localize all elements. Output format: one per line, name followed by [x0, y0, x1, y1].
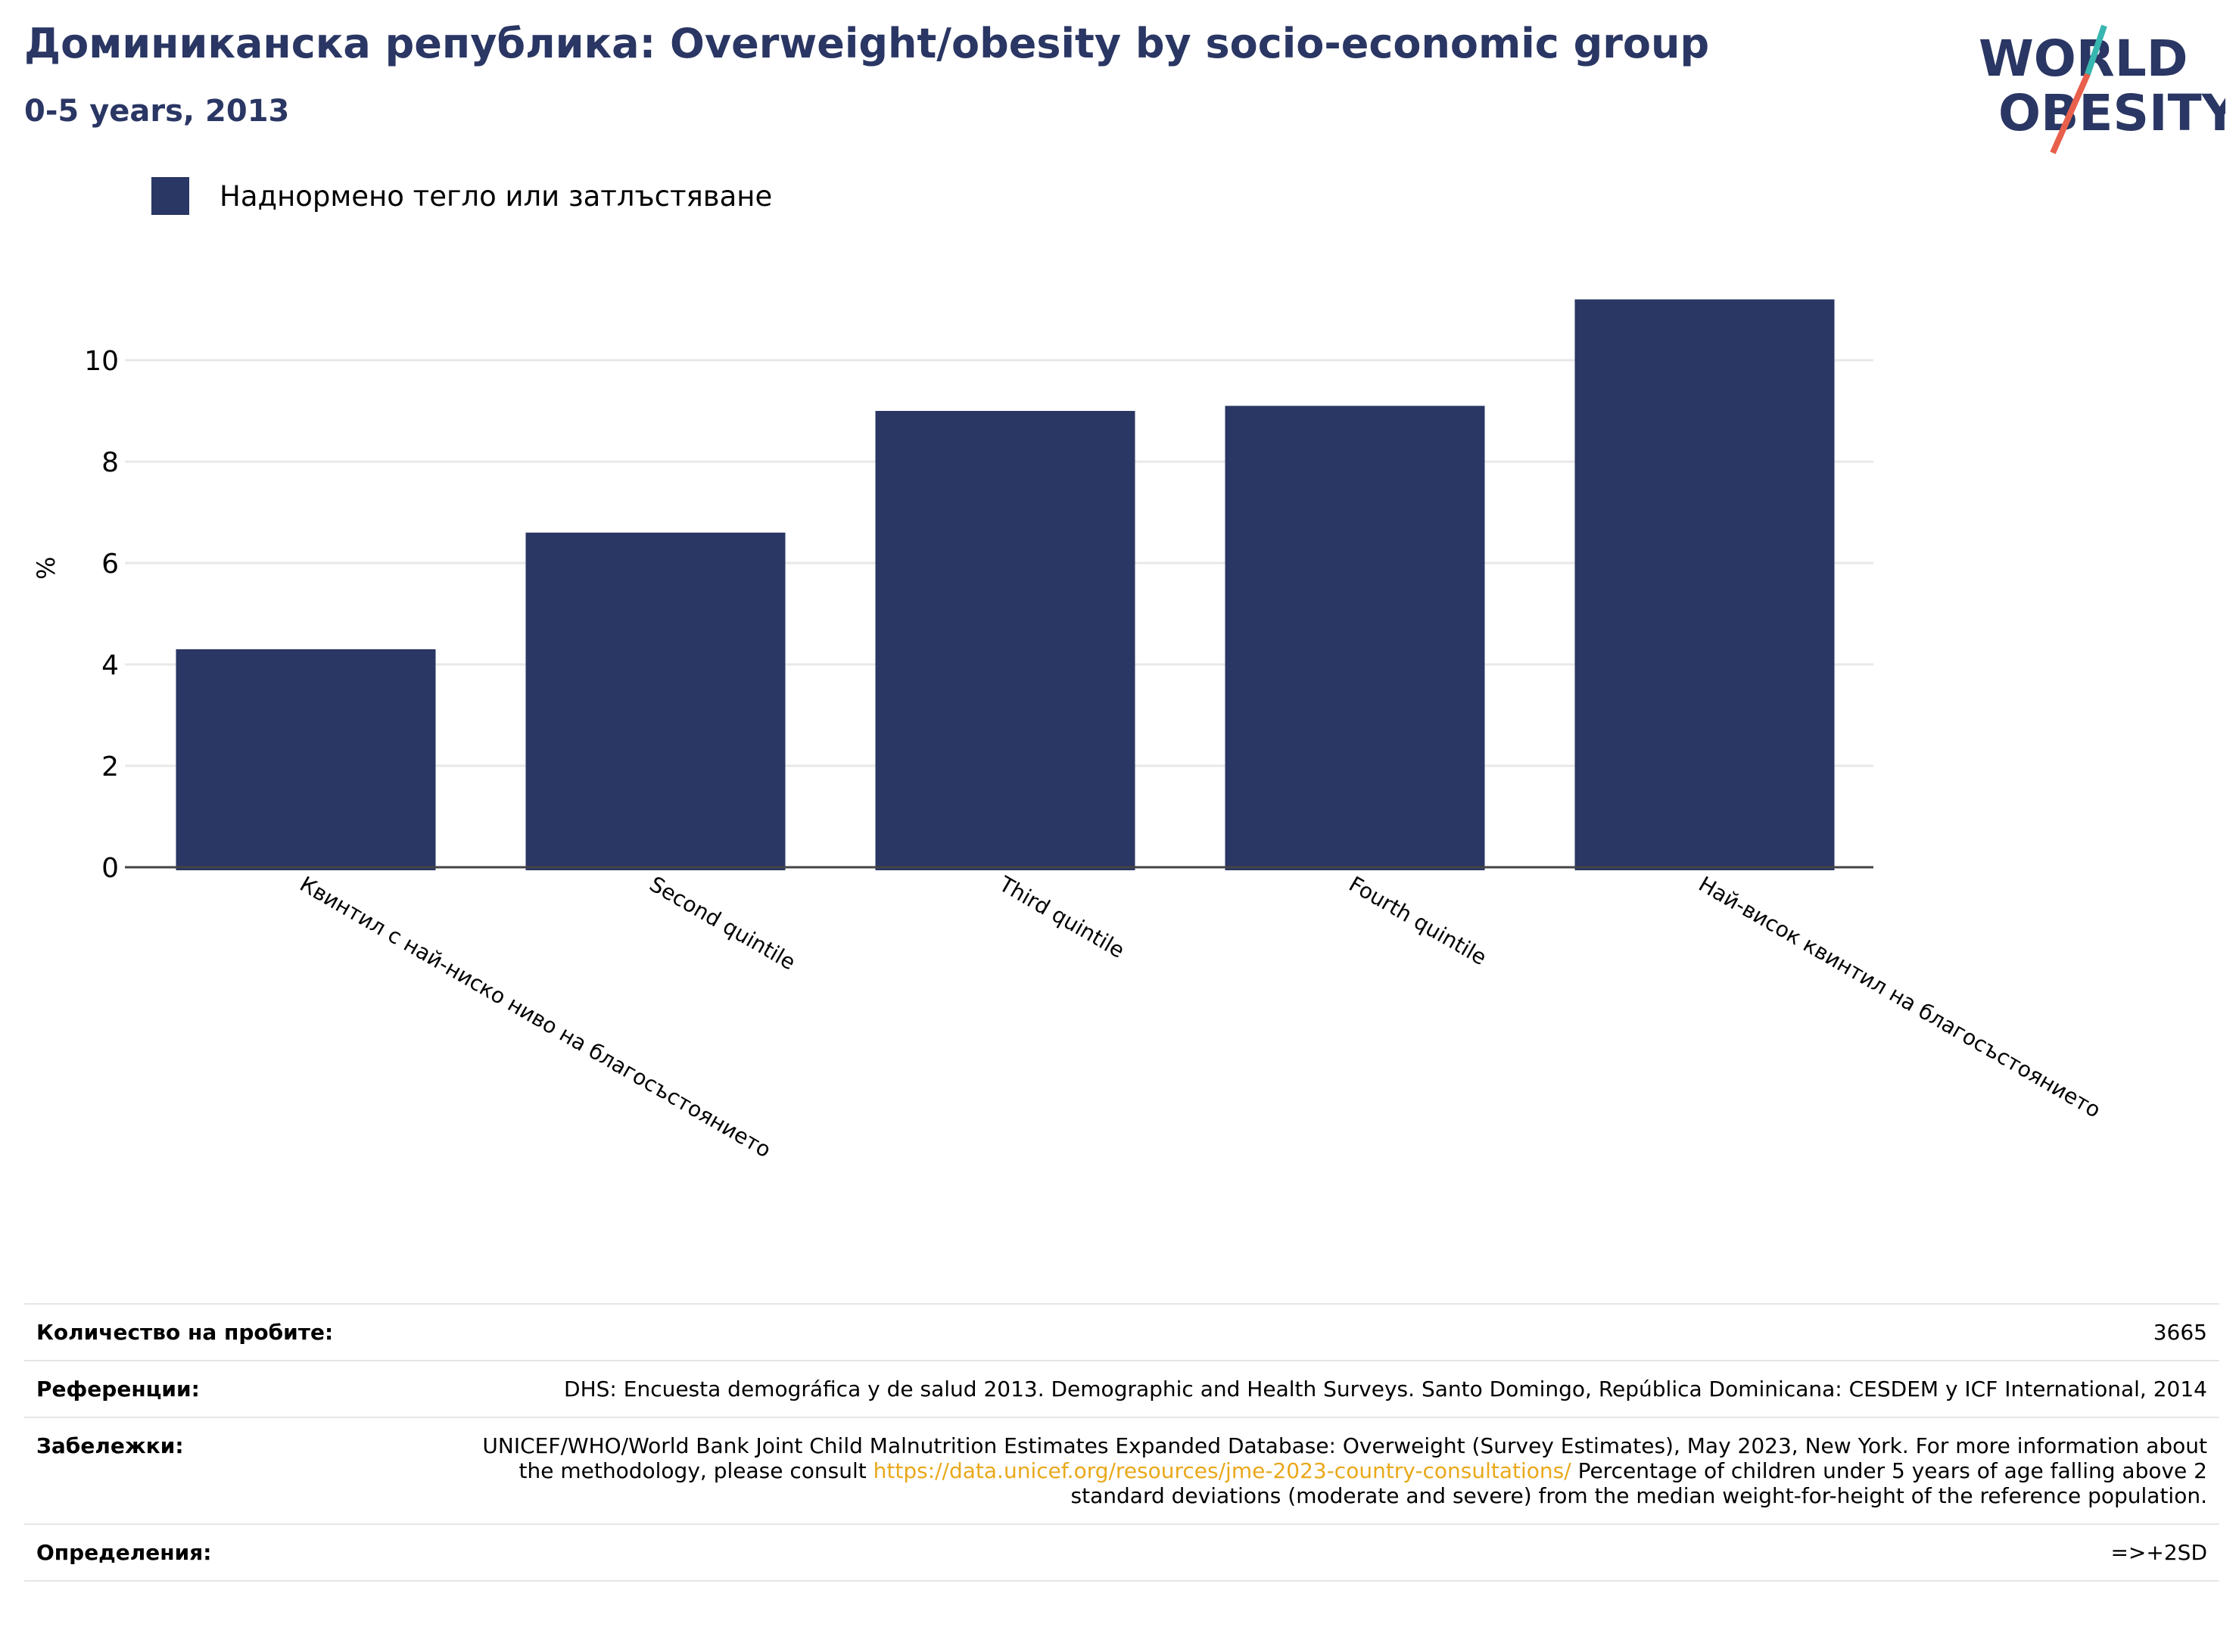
notes-text-after: Percentage of children under 5 years of … [1070, 1458, 2207, 1508]
x-tick-label: Fourth quintile [1345, 871, 1491, 970]
notes-text-before: UNICEF/WHO/World Bank Joint Child Malnut… [482, 1433, 2207, 1483]
info-label: Забележки: [36, 1433, 184, 1458]
logo-text-obesity: OBESITY [1998, 84, 2225, 142]
y-tick-label: 8 [101, 447, 119, 478]
info-value: UNICEF/WHO/World Bank Joint Child Malnut… [442, 1417, 2219, 1524]
y-tick-label: 2 [101, 751, 119, 782]
info-value: DHS: Encuesta demográfica y de salud 201… [564, 1377, 2207, 1402]
y-tick-label: 0 [101, 853, 119, 884]
bar [875, 411, 1135, 870]
bar [176, 649, 436, 870]
y-tick-label: 6 [101, 549, 119, 580]
info-value: 3665 [2153, 1320, 2207, 1345]
methodology-link[interactable]: https://data.unicef.org/resources/jme-20… [873, 1458, 1571, 1483]
info-label: Определения: [36, 1540, 212, 1565]
world-obesity-logo: WORLD OBESITY [1979, 24, 2225, 154]
y-axis-label: % [32, 556, 61, 579]
bar [1574, 299, 1835, 871]
chart-title: Доминиканска република: Overweight/obesi… [24, 20, 1710, 67]
y-tick-label: 4 [101, 650, 119, 681]
legend[interactable]: Наднормено тегло или затлъстяване [151, 177, 772, 215]
logo-slash-bottom [2050, 73, 2091, 154]
x-tick-label: Second quintile [646, 871, 800, 975]
info-label: Референции: [36, 1377, 200, 1402]
legend-label: Наднормено тегло или затлъстяване [220, 179, 773, 213]
info-row-notes: Забележки: UNICEF/WHO/World Bank Joint C… [24, 1417, 2219, 1524]
info-value: =>+2SD [2110, 1540, 2207, 1565]
info-label: Количество на пробите: [36, 1320, 334, 1345]
legend-swatch [151, 177, 189, 215]
info-row-references: Референции: DHS: Encuesta demográfica y … [24, 1361, 2219, 1417]
logo-slash-top [2085, 24, 2107, 76]
y-tick-label: 10 [84, 346, 119, 377]
bar [1225, 406, 1485, 870]
bar [525, 532, 786, 870]
info-row-definitions: Определения: =>+2SD [24, 1524, 2219, 1581]
x-tick-label: Third quintile [995, 871, 1129, 963]
x-tick-label: Най-висок квинтил на благосъстоянието [1695, 871, 2105, 1122]
chart-subtitle: 0-5 years, 2013 [24, 94, 290, 129]
info-row-sample-size: Количество на пробите: 3665 [24, 1304, 2219, 1361]
info-table: Количество на пробите: 3665 Референции: … [24, 1303, 2219, 1582]
